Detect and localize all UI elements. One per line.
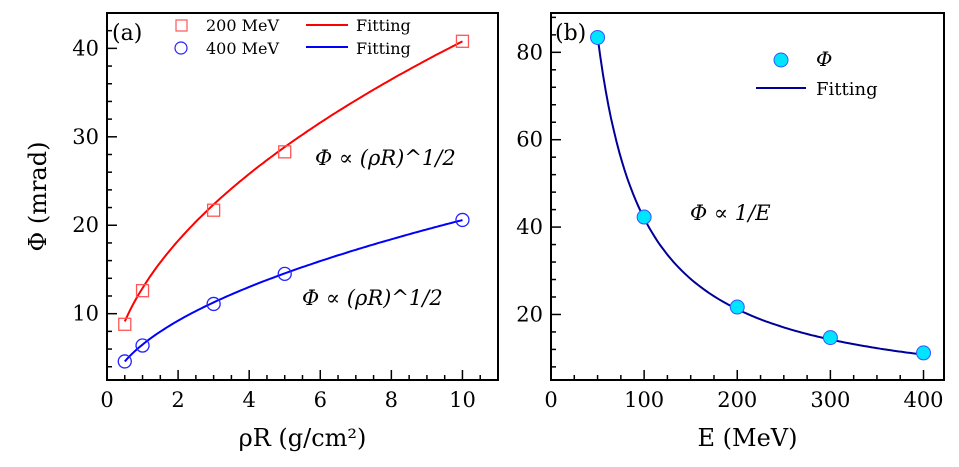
x-tick-label: 0 (544, 388, 557, 412)
x-tick-label: 4 (242, 388, 255, 412)
fit-curve (124, 219, 463, 363)
fit-annotation: Φ ∝ 1/E (690, 201, 771, 225)
data-point (118, 317, 132, 331)
legend-marker (175, 19, 188, 32)
y-tick-label: 20 (72, 213, 99, 237)
fit-annotation: Φ ∝ (ρR)^1/2 (315, 146, 456, 170)
y-tick-label: 40 (516, 215, 543, 239)
y-tick-label: 40 (72, 36, 99, 60)
x-axis-label: E (MeV) (698, 424, 798, 452)
legend-label: Fitting (816, 79, 878, 100)
x-tick-label: 8 (385, 388, 398, 412)
data-point (117, 354, 132, 369)
fit-curve (596, 36, 924, 356)
data-point (590, 29, 606, 45)
legend-label: 200 MeV (206, 16, 279, 35)
plot-frame (106, 12, 499, 381)
y-tick-label: 20 (516, 302, 543, 326)
legend-label: Fitting (356, 39, 411, 58)
data-point (455, 212, 470, 228)
x-tick-label: 10 (449, 388, 476, 412)
fit-annotation: Φ ∝ (ρR)^1/2 (302, 286, 443, 310)
data-point (916, 345, 932, 361)
data-point (135, 284, 150, 298)
x-tick-label: 100 (624, 388, 664, 412)
x-tick-label: 0 (100, 388, 113, 412)
x-tick-label: 2 (171, 388, 184, 412)
data-point (206, 296, 221, 312)
x-tick-label: 6 (314, 388, 327, 412)
fit-curve (123, 40, 463, 322)
data-point (206, 203, 221, 217)
data-point (455, 34, 470, 48)
x-tick-label: 300 (810, 388, 850, 412)
y-axis-label: Φ (mrad) (24, 142, 52, 252)
data-point (278, 145, 292, 159)
data-point (135, 338, 150, 353)
x-axis-label: ρR (g/cm²) (239, 424, 367, 452)
data-point (729, 299, 745, 315)
plot-frame (550, 12, 945, 381)
x-tick-label: 400 (903, 388, 943, 412)
y-tick-label: 10 (72, 302, 99, 326)
legend-marker (773, 52, 789, 68)
legend-label: Φ (816, 47, 832, 71)
legend-label: Fitting (356, 16, 411, 35)
data-point (822, 330, 838, 346)
y-tick-label: 60 (516, 128, 543, 152)
data-point (636, 209, 652, 225)
legend-marker (174, 41, 188, 55)
legend-label: 400 MeV (206, 39, 279, 58)
data-point (277, 266, 292, 282)
y-tick-label: 30 (72, 125, 99, 149)
x-tick-label: 200 (717, 388, 757, 412)
panel-label: (a) (112, 21, 142, 46)
panel-label: (b) (555, 21, 586, 46)
y-tick-label: 80 (516, 40, 543, 64)
